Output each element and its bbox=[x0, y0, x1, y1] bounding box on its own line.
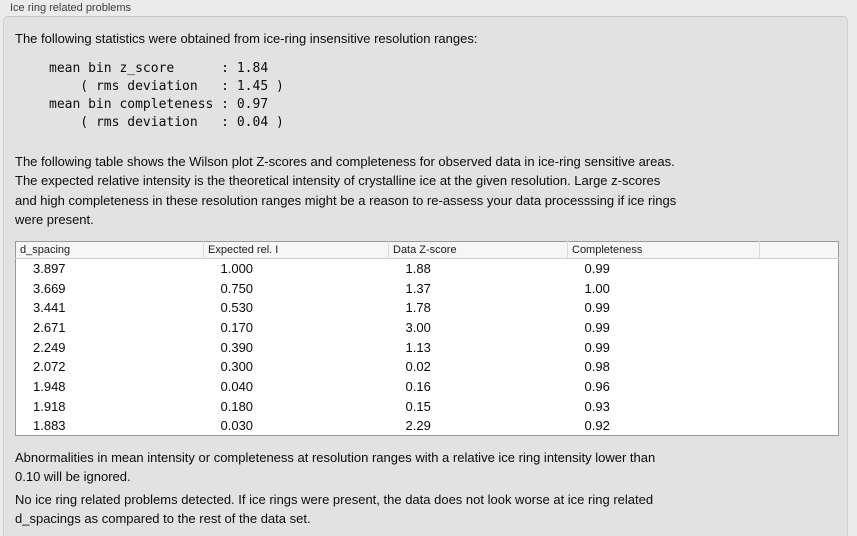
table-cell: 1.13 bbox=[405, 339, 431, 355]
table-cell: 0.170 bbox=[220, 319, 254, 335]
table-cell: 0.96 bbox=[584, 378, 610, 394]
table-cell: 0.99 bbox=[584, 319, 610, 335]
table-cell: 0.15 bbox=[405, 398, 431, 414]
table-cell: 0.98 bbox=[584, 359, 610, 375]
table-cell: 0.750 bbox=[220, 280, 254, 296]
table-row[interactable]: 2.072 0.300 0.02 0.98 bbox=[16, 357, 839, 377]
table-cell: 3.00 bbox=[405, 319, 431, 335]
table-cell: 0.030 bbox=[220, 418, 254, 434]
table-row[interactable]: 2.249 0.390 1.13 0.99 bbox=[16, 337, 839, 357]
table-cell: 3.897 bbox=[33, 261, 66, 277]
table-cell: 0.99 bbox=[584, 261, 610, 277]
table-row[interactable]: 3.897 1.000 1.88 0.99 bbox=[16, 259, 839, 279]
table-cell: 0.390 bbox=[220, 339, 254, 355]
table-row[interactable]: 1.918 0.180 0.15 0.93 bbox=[16, 396, 839, 416]
column-header[interactable]: Expected rel. I bbox=[203, 241, 389, 259]
table-cell: 0.99 bbox=[584, 300, 610, 316]
table-cell: 1.00 bbox=[584, 280, 610, 296]
table-cell bbox=[760, 416, 839, 436]
table-cell: 0.02 bbox=[405, 359, 431, 375]
table-cell: 0.180 bbox=[220, 398, 254, 414]
table-cell bbox=[760, 318, 839, 338]
table-row[interactable]: 3.441 0.530 1.78 0.99 bbox=[16, 298, 839, 318]
table-cell: 2.249 bbox=[33, 339, 66, 355]
intro-text: The following statistics were obtained f… bbox=[15, 31, 478, 46]
table-cell: 2.072 bbox=[33, 359, 66, 375]
table-cell: 0.16 bbox=[405, 378, 431, 394]
table-cell bbox=[760, 377, 839, 397]
table-cell bbox=[760, 357, 839, 377]
table-cell: 1.37 bbox=[405, 280, 431, 296]
table-cell: 2.671 bbox=[33, 319, 66, 335]
ice-ring-table: d_spacing Expected rel. I Data Z-score Comp… bbox=[15, 241, 839, 437]
table-cell bbox=[760, 396, 839, 416]
table-cell: 3.669 bbox=[33, 280, 66, 296]
ice-ring-panel: The following statistics were obtained f… bbox=[3, 16, 848, 536]
column-header[interactable]: Completeness bbox=[567, 241, 760, 259]
table-cell bbox=[760, 337, 839, 357]
table-cell: 2.29 bbox=[405, 418, 431, 434]
table-row[interactable]: 2.671 0.170 3.00 0.99 bbox=[16, 318, 839, 338]
table-cell: 1.000 bbox=[220, 261, 254, 277]
table-cell: 0.92 bbox=[584, 418, 610, 434]
column-header[interactable]: d_spacing bbox=[15, 241, 204, 259]
table-cell: 0.300 bbox=[220, 359, 254, 375]
table-description: The following table shows the Wilson plo… bbox=[15, 154, 677, 227]
table-cell: 1.918 bbox=[33, 398, 66, 414]
table-cell bbox=[760, 259, 839, 279]
table-row[interactable]: 3.669 0.750 1.37 1.00 bbox=[16, 278, 839, 298]
table-cell bbox=[760, 278, 839, 298]
table-header-row: d_spacing Expected rel. I Data Z-score Comp… bbox=[15, 241, 839, 259]
table-cell: 3.441 bbox=[33, 300, 66, 316]
table-cell: 0.040 bbox=[220, 378, 254, 394]
column-header[interactable]: Data Z-score bbox=[388, 241, 568, 259]
column-header[interactable] bbox=[759, 241, 839, 259]
table-cell: 0.93 bbox=[584, 398, 610, 414]
ignore-note: Abnormalities in mean intensity or compl… bbox=[15, 450, 656, 485]
table-cell: 0.530 bbox=[220, 300, 254, 316]
panel-title: Ice ring related problems bbox=[10, 2, 132, 14]
table-row[interactable]: 1.948 0.040 0.16 0.96 bbox=[16, 377, 839, 397]
table-cell: 1.883 bbox=[33, 418, 66, 434]
table-row[interactable]: 1.883 0.030 2.29 0.92 bbox=[16, 416, 839, 436]
table-cell: 1.948 bbox=[33, 378, 66, 394]
conclusion-text: No ice ring related problems detected. I… bbox=[15, 492, 654, 527]
table-cell: 1.88 bbox=[405, 261, 431, 277]
table-cell: 1.78 bbox=[405, 300, 431, 316]
stats-block: mean bin z_score : 1.84 ( rms deviation … bbox=[49, 61, 284, 130]
table-cell: 0.99 bbox=[584, 339, 610, 355]
table-cell bbox=[760, 298, 839, 318]
